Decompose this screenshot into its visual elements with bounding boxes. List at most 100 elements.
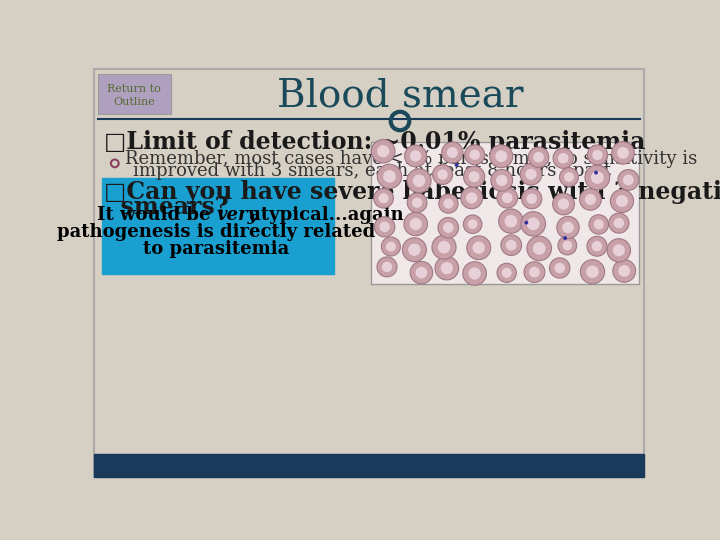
Circle shape [444,199,454,208]
Circle shape [497,263,516,282]
Circle shape [553,193,575,215]
Circle shape [553,148,573,168]
Circle shape [496,175,508,186]
Circle shape [377,257,397,277]
Circle shape [524,262,545,282]
Text: pathogenesis is directly related: pathogenesis is directly related [57,223,375,241]
Text: Return to: Return to [107,84,161,94]
Circle shape [441,262,453,274]
Circle shape [594,171,598,174]
Circle shape [464,145,485,165]
Circle shape [520,164,542,185]
Circle shape [443,222,454,233]
Circle shape [438,241,450,253]
FancyBboxPatch shape [98,74,171,114]
Circle shape [591,171,604,184]
Circle shape [469,171,480,182]
Text: smears?: smears? [104,195,228,219]
Circle shape [374,188,393,208]
Circle shape [594,219,604,230]
Circle shape [438,194,458,213]
Circle shape [469,267,481,280]
Text: to parasitemia: to parasitemia [143,240,289,258]
Circle shape [379,193,389,204]
Circle shape [563,236,567,240]
Circle shape [472,241,485,254]
Circle shape [616,195,628,207]
Circle shape [623,174,634,185]
Circle shape [580,188,601,210]
Circle shape [461,187,482,209]
Circle shape [379,221,390,232]
Circle shape [613,244,625,256]
Circle shape [466,192,477,204]
Circle shape [617,147,629,159]
Text: Remember, most cases have <1% parasitemia, so sensitivity is: Remember, most cases have <1% parasitemi… [125,150,697,168]
Circle shape [410,261,433,284]
Circle shape [613,218,624,228]
Circle shape [506,240,517,251]
Circle shape [382,262,392,272]
Circle shape [408,193,427,213]
Circle shape [558,153,569,164]
Circle shape [374,217,395,237]
Text: □Limit of detection: ~0.01% parasitemia: □Limit of detection: ~0.01% parasitemia [104,130,645,154]
Circle shape [613,260,636,282]
Circle shape [467,236,491,260]
Circle shape [592,241,602,252]
Circle shape [586,266,599,278]
Text: Blood smear: Blood smear [276,77,523,114]
Circle shape [410,218,422,230]
Circle shape [609,213,629,233]
Circle shape [377,164,402,188]
Circle shape [558,198,570,210]
Circle shape [502,268,512,278]
Circle shape [593,150,603,160]
Circle shape [454,163,459,167]
Circle shape [618,265,630,277]
Circle shape [502,193,513,203]
Circle shape [433,165,453,185]
Circle shape [533,242,546,255]
Circle shape [585,165,610,190]
Circle shape [528,147,549,167]
Circle shape [534,152,544,163]
Circle shape [497,187,518,208]
Circle shape [587,237,607,256]
Circle shape [562,222,574,233]
Circle shape [554,262,565,273]
Circle shape [612,141,634,164]
Circle shape [526,168,536,180]
Text: improved with 3 smears, each at least 8 hours apart: improved with 3 smears, each at least 8 … [132,162,611,180]
Text: very: very [216,206,258,224]
Text: □Can you have severe babesiosis with 3 negative: □Can you have severe babesiosis with 3 n… [104,180,720,204]
Circle shape [526,193,537,204]
Circle shape [562,241,572,251]
Circle shape [607,239,631,262]
FancyBboxPatch shape [94,69,644,477]
Circle shape [529,267,540,278]
Circle shape [491,170,513,191]
Circle shape [372,139,395,163]
Circle shape [527,218,539,230]
Circle shape [415,267,427,279]
Circle shape [589,215,608,234]
Circle shape [382,237,400,256]
Circle shape [588,145,608,165]
Circle shape [524,221,528,225]
Circle shape [412,198,422,208]
Text: It would be: It would be [96,206,216,224]
Circle shape [522,189,542,209]
Circle shape [527,236,552,261]
Circle shape [463,215,482,233]
Circle shape [558,236,577,255]
Circle shape [447,147,458,158]
Bar [94,454,644,477]
Circle shape [463,262,487,285]
Circle shape [505,215,517,227]
Circle shape [559,167,578,186]
Circle shape [585,194,596,205]
Circle shape [402,238,426,262]
Circle shape [441,142,463,163]
Circle shape [407,169,431,193]
